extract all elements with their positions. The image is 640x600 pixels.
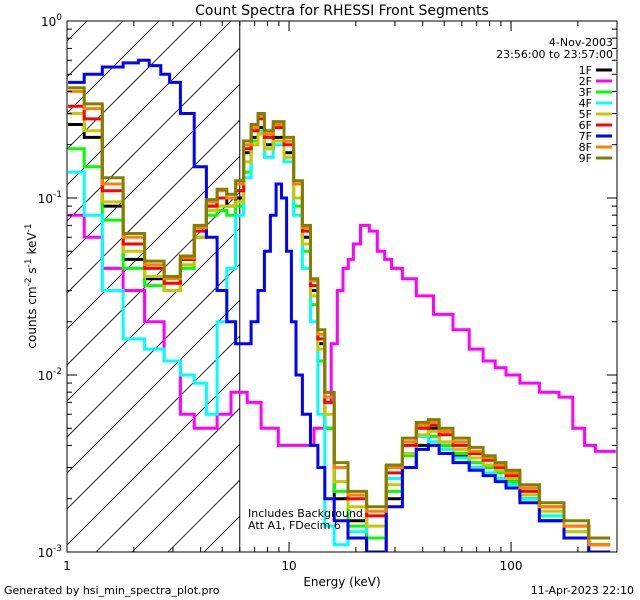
hatch-line xyxy=(203,515,240,552)
hatch-line xyxy=(67,263,240,438)
y-tick-label: 10-2 xyxy=(38,367,62,383)
hatch-line xyxy=(67,119,240,294)
legend-label-3f: 3F xyxy=(579,86,592,99)
legend-label-2f: 2F xyxy=(579,75,592,88)
hatch-line xyxy=(0,21,15,552)
date-label: 4-Nov-2003 xyxy=(549,36,613,49)
legend-label-9f: 9F xyxy=(579,152,592,165)
chart-title: Count Spectra for RHESSI Front Segments xyxy=(195,3,489,19)
legend-label-6f: 6F xyxy=(579,119,592,132)
hatch-line xyxy=(564,21,640,552)
series-line-9f xyxy=(68,86,611,540)
series-layer xyxy=(68,58,616,552)
y-tick-label: 100 xyxy=(41,13,62,29)
x-tick-label: 10 xyxy=(281,559,296,573)
series-line-7f xyxy=(68,58,611,552)
hatch-line xyxy=(67,47,240,222)
hatch-line xyxy=(420,21,640,552)
hatch-line xyxy=(167,479,240,552)
hatch-line xyxy=(95,407,240,552)
hatch-line xyxy=(67,371,240,546)
x-tick-label: 1 xyxy=(63,559,71,573)
series-line-5f xyxy=(68,112,611,547)
x-tick-label: 100 xyxy=(500,559,523,573)
time-range-label: 23:56:00 to 23:57:00 xyxy=(496,48,613,61)
x-axis: 1 10 100 xyxy=(63,21,618,573)
hatch-line xyxy=(67,299,240,474)
legend-label-7f: 7F xyxy=(579,130,592,143)
hatch-line xyxy=(67,21,124,78)
y-axis-label: counts cm-2 s-1 keV-1 xyxy=(24,223,39,348)
hatch-line xyxy=(67,21,196,150)
annotation-attenuator: Att A1, FDecim 6 xyxy=(248,519,341,532)
y-tick-label: 10-3 xyxy=(38,544,62,560)
series-line-2f xyxy=(68,213,616,453)
hatch-line xyxy=(636,21,640,552)
plot-frame xyxy=(66,20,618,553)
hatch-line xyxy=(67,155,240,330)
legend-label-8f: 8F xyxy=(579,141,592,154)
x-axis-label: Energy (keV) xyxy=(303,575,380,589)
y-axis: 100 10-1 10-2 10-3 xyxy=(38,13,617,560)
series-line-6f xyxy=(68,104,611,547)
hatch-line xyxy=(600,21,640,552)
y-tick-label: 10-1 xyxy=(38,190,62,206)
footer-generated-by: Generated by hsi_min_spectra_plot.pro xyxy=(4,584,220,597)
hatch-line xyxy=(67,21,232,186)
footer-timestamp: 11-Apr-2023 22:10 xyxy=(530,584,634,597)
legend-label-4f: 4F xyxy=(579,97,592,110)
legend-label-1f: 1F xyxy=(579,64,592,77)
hatch-line xyxy=(67,83,240,258)
legend-label-5f: 5F xyxy=(579,108,592,121)
shaded-region-hatch xyxy=(0,21,640,552)
annotation-background: Includes Background xyxy=(248,507,363,520)
hatch-line xyxy=(67,335,240,510)
hatch-line xyxy=(131,443,240,552)
hatch-line xyxy=(67,21,160,114)
